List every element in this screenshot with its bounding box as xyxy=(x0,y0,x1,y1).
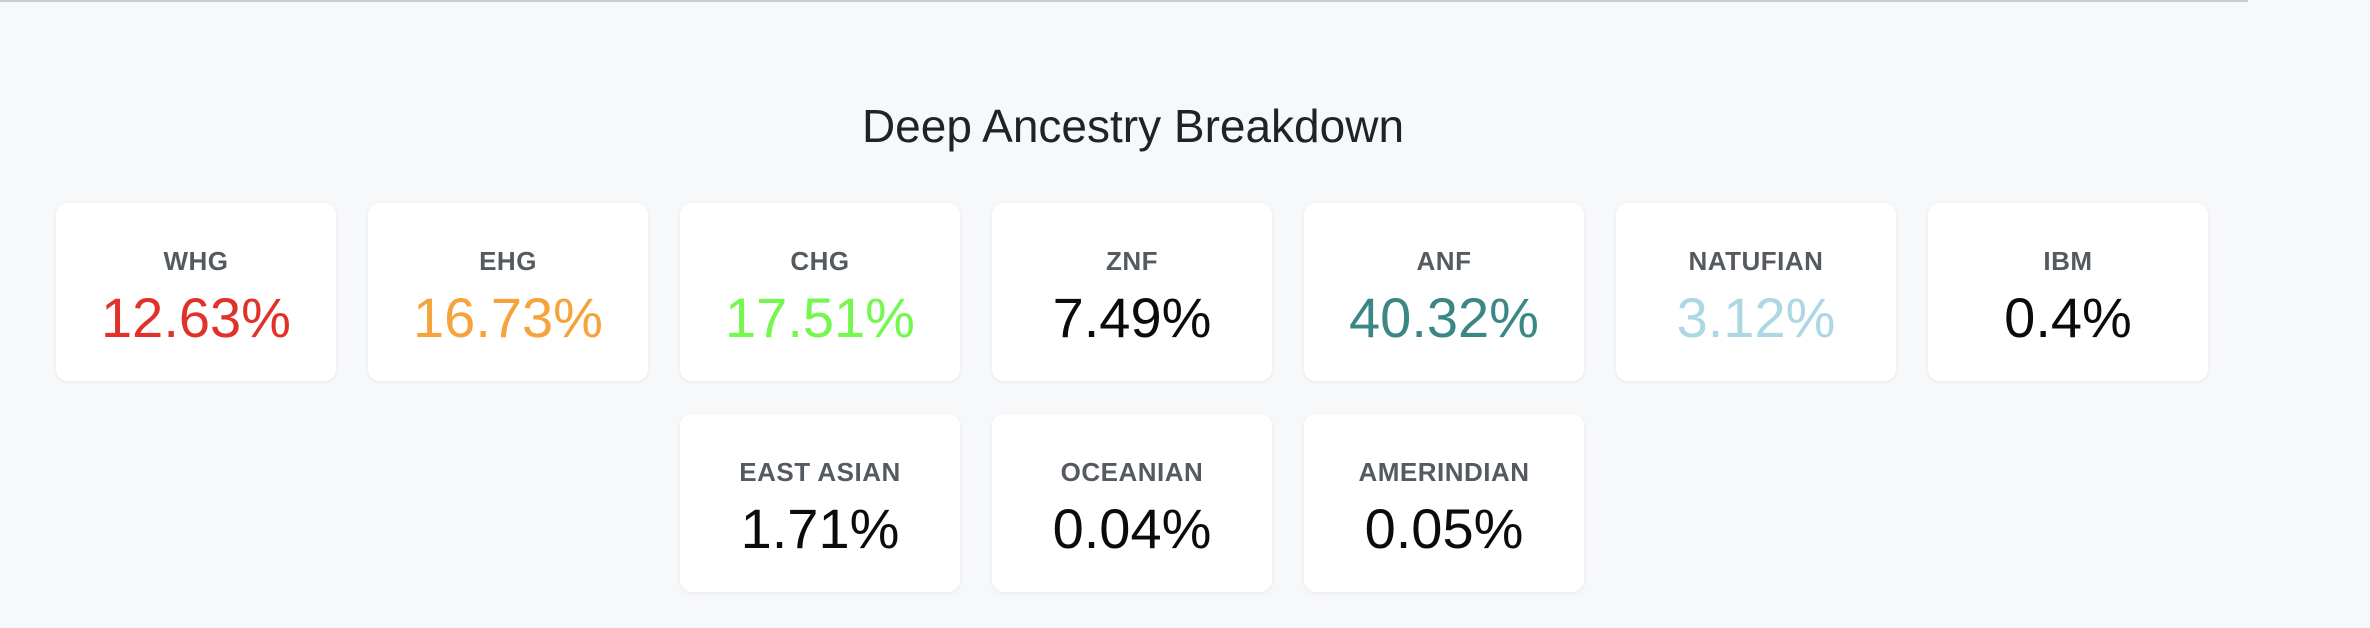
ancestry-label: AMERINDIAN xyxy=(1358,457,1530,487)
ancestry-label: CHG xyxy=(790,246,850,276)
ancestry-label: ZNF xyxy=(1105,246,1159,276)
ancestry-label: NATUFIAN xyxy=(1688,246,1824,276)
section-title: Deep Ancestry Breakdown xyxy=(861,100,1405,152)
ancestry-card-anf: ANF 40.32% xyxy=(1304,203,1584,381)
ancestry-card-znf: ZNF 7.49% xyxy=(992,203,1272,381)
ancestry-percentage: 40.32% xyxy=(1349,286,1539,349)
ancestry-card-amerindian: AMERINDIAN 0.05% xyxy=(1304,414,1584,592)
ancestry-percentage: 0.4% xyxy=(2004,286,2132,349)
ancestry-card-whg: WHG 12.63% xyxy=(56,203,336,381)
ancestry-label: OCEANIAN xyxy=(1060,457,1204,487)
ancestry-percentage: 16.73% xyxy=(413,286,603,349)
ancestry-label: EAST ASIAN xyxy=(739,457,901,487)
ancestry-percentage: 17.51% xyxy=(725,286,915,349)
ancestry-percentage: 0.05% xyxy=(1364,497,1524,560)
ancestry-label: ANF xyxy=(1416,246,1472,276)
ancestry-card-natufian: NATUFIAN 3.12% xyxy=(1616,203,1896,381)
ancestry-percentage: 12.63% xyxy=(101,286,291,349)
ancestry-percentage: 3.12% xyxy=(1676,286,1836,349)
ancestry-label: IBM xyxy=(2043,246,2093,276)
ancestry-percentage: 7.49% xyxy=(1052,286,1212,349)
ancestry-label: EHG xyxy=(479,246,537,276)
ancestry-card-ehg: EHG 16.73% xyxy=(368,203,648,381)
ancestry-card-ibm: IBM 0.4% xyxy=(1928,203,2208,381)
ancestry-card-chg: CHG 17.51% xyxy=(680,203,960,381)
ancestry-percentage: 0.04% xyxy=(1052,497,1212,560)
ancestry-card-oceanian: OCEANIAN 0.04% xyxy=(992,414,1272,592)
ancestry-card-east-asian: EAST ASIAN 1.71% xyxy=(680,414,960,592)
ancestry-percentage: 1.71% xyxy=(740,497,900,560)
ancestry-label: WHG xyxy=(163,246,229,276)
top-divider xyxy=(0,0,2248,2)
